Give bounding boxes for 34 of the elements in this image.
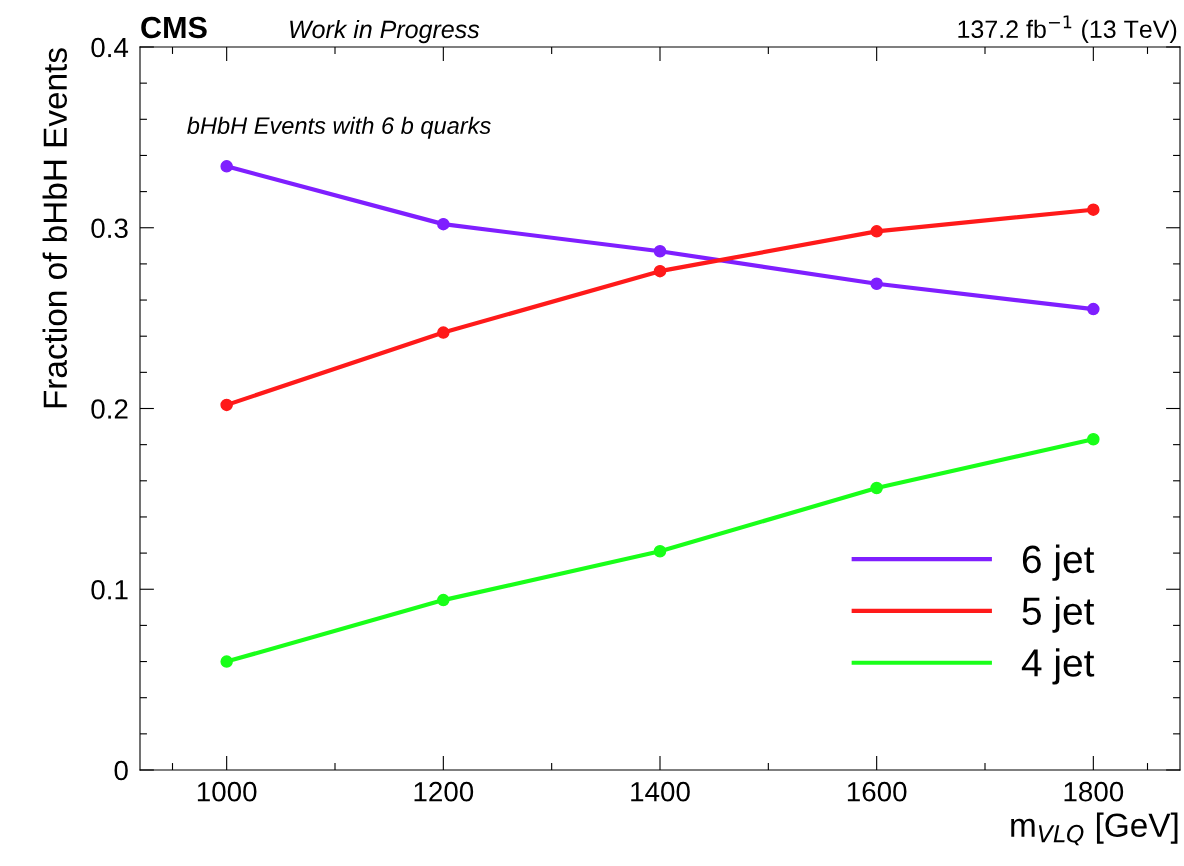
legend-label: 6 jet <box>1022 544 1095 581</box>
point <box>220 160 233 173</box>
point <box>437 217 450 231</box>
chart-subtitle: Work in Progress <box>290 19 480 44</box>
annotation: bHbH Events with 6 b quarks <box>187 116 491 139</box>
point <box>1087 203 1100 216</box>
text: 137.2 fb$^{−1}$ (13 TeV) <box>958 15 1177 43</box>
chart-title: CMS <box>141 16 207 39</box>
x-tick-label: 1400 <box>631 781 690 802</box>
point <box>870 277 883 291</box>
x-tick-label: 1600 <box>847 781 907 802</box>
x-tick-label: 1800 <box>1064 781 1124 802</box>
point <box>653 264 667 278</box>
y-tick-label: 0.3 <box>91 218 128 239</box>
legend-label: 5 jet <box>1022 596 1095 633</box>
y-tick-label: 0.1 <box>91 579 128 600</box>
point <box>870 225 883 238</box>
x-tick-label: 1200 <box>414 781 474 802</box>
y-tick-label: 0.4 <box>91 37 129 58</box>
point <box>220 655 233 668</box>
point <box>437 326 450 339</box>
point <box>437 593 450 607</box>
point <box>1087 302 1100 316</box>
y-tick-label: 0 <box>114 760 128 781</box>
legend-label: 4 jet <box>1021 648 1095 685</box>
y-tick-label: 0.2 <box>91 399 128 419</box>
x-axis-title: m$_{VLQ}$ [GeV] <box>1011 812 1178 846</box>
point <box>1087 432 1100 446</box>
point <box>653 244 667 258</box>
x-tick-label: 1000 <box>197 781 257 802</box>
point <box>220 398 233 412</box>
y-axis-title: Fraction of bHbH Events <box>42 48 68 408</box>
point <box>870 481 883 495</box>
point <box>653 545 667 558</box>
